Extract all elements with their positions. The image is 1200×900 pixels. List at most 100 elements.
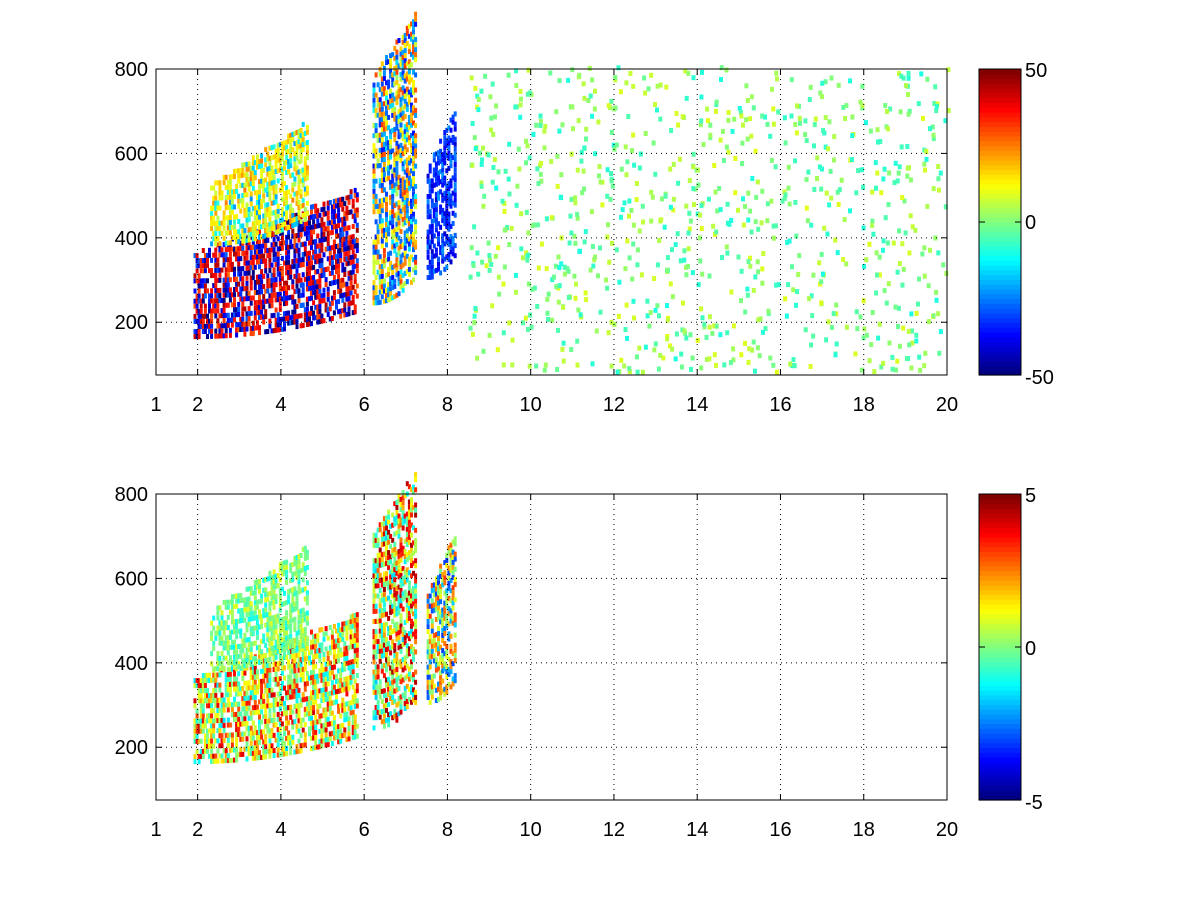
heatmap-cell [441,243,445,249]
heatmap-cell [619,214,623,220]
heatmap-cell [560,346,565,352]
heatmap-cell [326,246,330,252]
heatmap-cell [588,267,593,273]
heatmap-cell [428,224,432,230]
heatmap-cell [428,239,432,245]
heatmap-cell [289,735,293,741]
heatmap-cell [318,653,322,658]
heatmap-cell [285,654,289,660]
heatmap-cell [320,217,324,223]
heatmap-cell [197,683,201,689]
heatmap-cell [337,223,341,229]
heatmap-cell [283,145,286,151]
heatmap-cell [341,206,345,212]
heatmap-cell [295,723,299,729]
heatmap-cell [197,273,201,279]
heatmap-cell [385,176,388,182]
heatmap-cell [919,71,924,77]
heatmap-cell [230,732,234,738]
heatmap-cell [222,600,226,605]
heatmap-cell [193,273,197,279]
heatmap-cell [264,739,268,745]
colorbar-step [979,183,1021,190]
heatmap-cell [347,700,351,706]
heatmap-cell [218,620,222,626]
heatmap-cell [412,120,415,126]
heatmap-cell [297,693,301,698]
heatmap-cell [291,719,295,725]
heatmap-cell [353,633,357,639]
heatmap-cell [285,154,289,160]
heatmap-cell [470,121,475,126]
heatmap-cell [245,311,249,317]
heatmap-cell [237,716,241,722]
heatmap-cell [245,265,249,271]
heatmap-cell [807,296,812,302]
heatmap-cell [653,102,657,107]
heatmap-cell [403,240,407,246]
heatmap-cell [322,677,326,683]
heatmap-cell [305,140,309,145]
heatmap-cell [297,738,301,744]
heatmap-cell [303,742,307,748]
heatmap-cell [268,672,272,678]
heatmap-cell [287,189,291,195]
heatmap-cell [414,183,418,189]
heatmap-cell [503,168,508,174]
heatmap-cell [266,673,270,678]
heatmap-cell [343,626,347,632]
heatmap-cell [251,656,255,662]
heatmap-cell [391,229,395,235]
heatmap-cell [210,185,214,191]
heatmap-cell [322,631,326,637]
heatmap-cell [573,200,578,206]
heatmap-cell [579,158,584,164]
heatmap-cell [230,209,234,215]
heatmap-cell [243,695,247,701]
heatmap-cell [216,200,220,206]
heatmap-cell [399,51,403,57]
heatmap-cell [272,677,276,683]
heatmap-cell [237,168,241,174]
heatmap-cell [312,720,316,726]
heatmap-cell [297,159,301,165]
heatmap-cell [347,210,351,215]
colorbar-step [979,178,1021,185]
heatmap-cell [312,639,316,645]
heatmap-cell [382,151,386,157]
heatmap-cell [218,220,222,226]
heatmap-cell [274,702,278,708]
heatmap-cell [262,703,266,709]
heatmap-cell [332,219,336,225]
heatmap-cell [270,242,274,248]
heatmap-cell [500,198,505,204]
heatmap-cell [430,239,434,245]
heatmap-cell [251,260,255,265]
heatmap-cell [299,193,303,199]
heatmap-cell [391,219,395,225]
heatmap-cell [289,274,293,280]
heatmap-cell [443,180,447,186]
heatmap-cell [451,210,455,216]
heatmap-cell [405,228,409,234]
heatmap-cell [605,193,610,199]
heatmap-cell [634,197,639,203]
heatmap-cell [268,713,272,719]
heatmap-cell [351,674,355,680]
heatmap-cell [291,734,295,740]
heatmap-cell [380,132,384,138]
heatmap-cell [401,287,405,293]
heatmap-cell [320,313,324,319]
heatmap-cell [291,694,295,700]
heatmap-cell [403,37,407,43]
heatmap-cell [289,684,293,690]
heatmap-cell [765,218,770,224]
heatmap-cell [253,725,257,731]
heatmap-cell [542,128,547,134]
heatmap-cell [389,63,393,69]
heatmap-cell [320,242,324,248]
heatmap-cell [291,299,295,305]
heatmap-cell [214,257,218,263]
heatmap-cell [295,319,299,325]
heatmap-cell [285,725,289,731]
